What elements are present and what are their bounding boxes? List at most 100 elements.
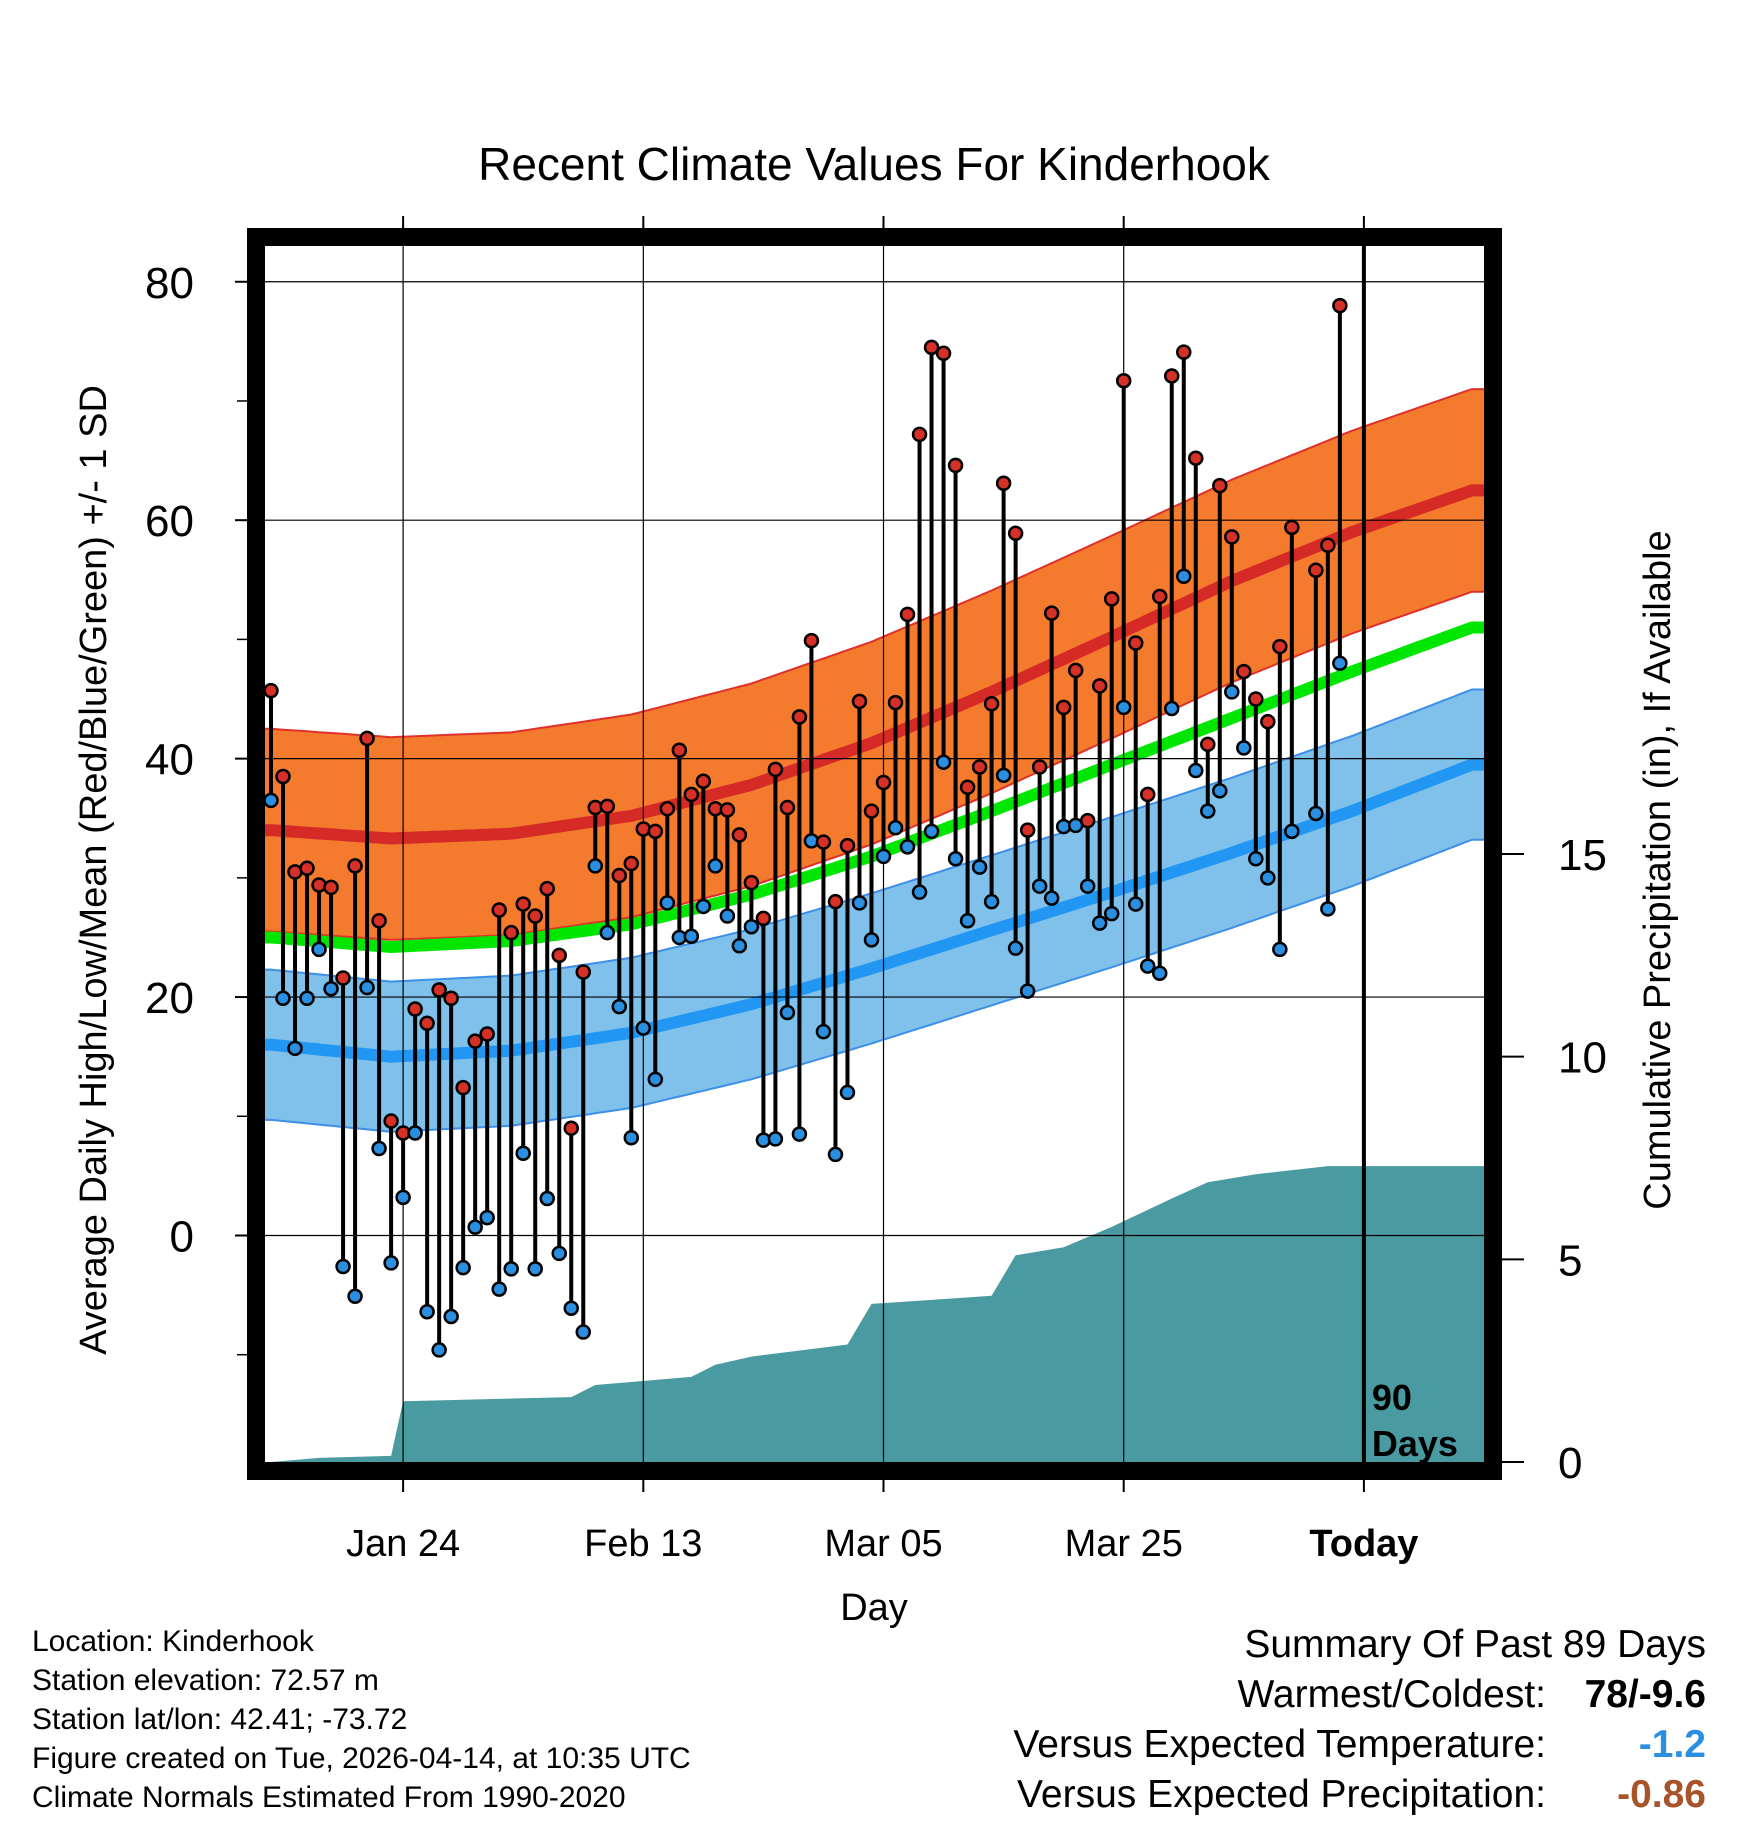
daily-high-point: [923, 339, 940, 356]
daily-low-point: [851, 895, 868, 911]
daily-low-point: [1139, 958, 1156, 974]
daily-low-point: [1212, 783, 1228, 799]
daily-low-point: [911, 884, 928, 900]
y-tick-label: 20: [145, 974, 194, 1023]
daily-high-point: [899, 606, 916, 623]
daily-high-point: [731, 827, 748, 843]
daily-low-point: [599, 924, 616, 941]
daily-high-point: [875, 774, 892, 791]
daily-low-point: [935, 754, 952, 770]
daily-low-point: [1151, 965, 1168, 981]
daily-high-point: [1176, 344, 1192, 360]
daily-low-point: [887, 820, 904, 836]
daily-high-point: [623, 855, 640, 872]
daily-high-point: [743, 874, 760, 891]
y-tick-label: 60: [145, 497, 194, 546]
daily-low-point: [323, 980, 339, 997]
daily-high-point: [755, 910, 772, 927]
daily-high-point: [1031, 759, 1048, 775]
daily-high-point: [1055, 699, 1072, 716]
summary-panel: Summary Of Past 89 Days Warmest/Coldest:…: [806, 1620, 1706, 1820]
daily-low-point: [731, 938, 748, 954]
daily-low-point: [359, 979, 375, 996]
plot-area: 90 Days Jan 24 Feb 13 Mar 05 Mar 25 Today 0 20 40…: [145, 216, 1607, 1565]
daily-low-point: [1115, 699, 1132, 716]
daily-low-point: [479, 1209, 495, 1226]
cumulative-precip-area: [271, 1166, 1484, 1462]
daily-low-point: [947, 851, 964, 867]
warmest-coldest-label: Warmest/Coldest:: [1237, 1673, 1546, 1716]
daily-high-point: [383, 1113, 399, 1129]
daily-high-point: [827, 893, 844, 910]
normals-text: Climate Normals Estimated From 1990-2020: [32, 1781, 626, 1814]
daily-low-point: [1284, 823, 1300, 840]
daily-high-point: [839, 837, 856, 854]
daily-low-point: [395, 1189, 411, 1206]
daily-low-point: [767, 1131, 784, 1147]
daily-low-point: [647, 1071, 664, 1088]
daily-high-point: [515, 896, 531, 912]
daily-low-point: [383, 1255, 399, 1271]
daily-low-point: [563, 1300, 580, 1316]
daily-high-point: [1248, 691, 1264, 707]
daily-high-point: [767, 761, 784, 778]
daily-low-point: [1091, 915, 1108, 931]
daily-high-point: [1224, 529, 1240, 545]
daily-low-point: [575, 1324, 592, 1340]
summary-temperature: Versus Expected Temperature: -1.2: [806, 1720, 1706, 1770]
daily-low-point: [419, 1304, 435, 1320]
daily-high-point: [983, 696, 1000, 712]
high-sd-band: [265, 389, 1484, 940]
daily-high-point: [779, 799, 796, 816]
daily-low-point: [695, 898, 712, 915]
daily-high-point: [599, 798, 616, 815]
daily-low-point: [503, 1261, 519, 1277]
summary-title-text: Summary Of Past 89 Days: [1244, 1623, 1706, 1666]
daily-low-point: [265, 792, 279, 809]
daily-high-point: [1308, 562, 1324, 579]
daily-low-point: [1236, 740, 1252, 756]
x-tick-label: Mar 05: [824, 1523, 942, 1565]
daily-low-point: [1308, 805, 1324, 822]
daily-low-point: [347, 1288, 363, 1305]
daily-high-point: [1200, 736, 1216, 753]
daily-high-point: [719, 802, 736, 818]
daily-low-point: [983, 893, 1000, 910]
chart-title: Recent Climate Values For Kinderhook: [478, 138, 1271, 190]
y-tick-label: 40: [145, 736, 194, 785]
daily-high-point: [995, 475, 1012, 491]
daily-low-point: [779, 1004, 796, 1021]
daily-low-point: [791, 1126, 808, 1142]
daily-low-point: [1224, 684, 1240, 700]
daily-high-point: [791, 709, 808, 725]
daily-high-point: [359, 730, 375, 747]
daily-low-point: [683, 928, 700, 945]
daily-high-point: [1019, 822, 1036, 838]
daily-high-point: [407, 1001, 423, 1017]
daily-low-point: [1260, 870, 1276, 886]
daily-high-point: [947, 457, 964, 474]
daily-high-point: [575, 964, 592, 980]
precip-tick-label: 5: [1558, 1236, 1582, 1285]
daily-high-point: [851, 693, 868, 710]
daily-high-point: [611, 867, 628, 884]
precip-tick-label: 10: [1558, 1034, 1607, 1083]
daily-low-point: [515, 1145, 531, 1161]
daily-low-point: [275, 990, 291, 1007]
daily-high-point: [347, 858, 363, 874]
daily-low-point: [431, 1342, 447, 1358]
daily-low-point: [719, 908, 736, 924]
daily-high-point: [503, 924, 519, 941]
daily-high-point: [1320, 537, 1336, 553]
daily-low-point: [443, 1308, 459, 1325]
daily-high-point: [1007, 525, 1024, 542]
temp-anomaly-label: Versus Expected Temperature:: [1013, 1723, 1546, 1766]
daily-low-point: [551, 1245, 567, 1262]
daily-low-point: [587, 858, 604, 874]
daily-low-point: [875, 848, 892, 865]
daily-high-point: [659, 800, 676, 817]
daily-high-point: [539, 880, 555, 897]
daily-high-point: [647, 823, 664, 840]
daily-high-point: [863, 803, 880, 819]
daily-low-point: [743, 918, 760, 935]
